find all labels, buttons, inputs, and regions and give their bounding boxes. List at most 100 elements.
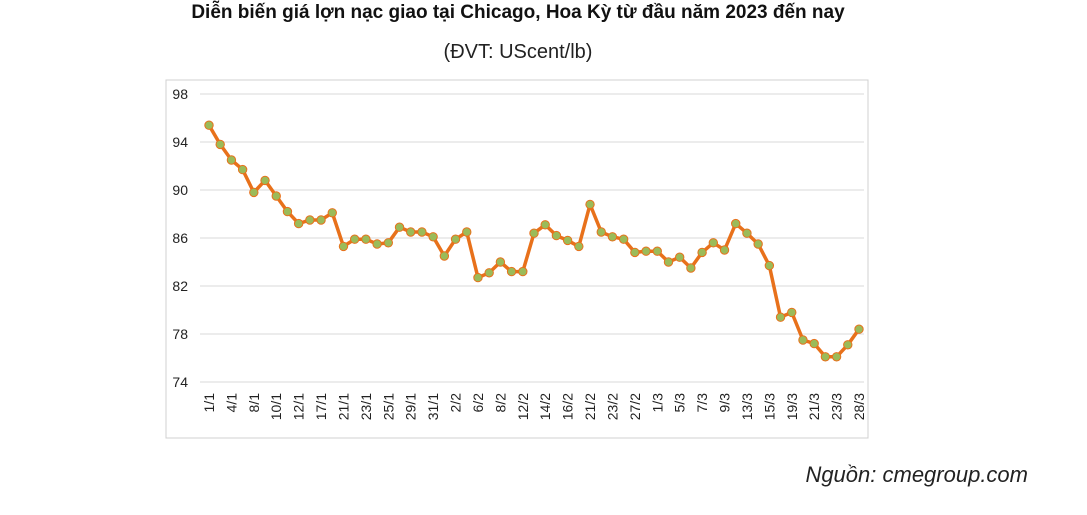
- marker: [439, 251, 450, 261]
- x-tick-label: 21/3: [806, 393, 822, 420]
- x-tick-label: 23/3: [829, 393, 845, 420]
- marker: [327, 208, 337, 218]
- x-tick-label: 7/3: [694, 393, 710, 413]
- marker: [428, 232, 438, 242]
- x-tick-label: 1/3: [649, 393, 665, 413]
- marker: [585, 199, 595, 210]
- y-tick-label: 90: [172, 182, 188, 198]
- x-tick-label: 23/1: [358, 393, 374, 420]
- marker: [237, 164, 248, 175]
- x-tick-label: 21/2: [582, 393, 598, 420]
- source: Nguồn: cmegroup.com: [805, 462, 1028, 487]
- marker: [417, 227, 427, 237]
- marker: [764, 260, 775, 271]
- x-tick-label: 28/3: [851, 393, 867, 420]
- marker: [787, 307, 797, 318]
- marker: [406, 227, 416, 237]
- marker: [809, 338, 819, 349]
- marker: [843, 340, 853, 350]
- y-tick-label: 74: [172, 374, 188, 390]
- marker: [316, 215, 326, 225]
- marker: [607, 232, 618, 242]
- y-tick-label: 94: [172, 134, 188, 150]
- marker: [383, 238, 394, 248]
- marker: [641, 246, 651, 256]
- marker: [831, 352, 842, 362]
- marker: [731, 218, 741, 229]
- x-tick-label: 15/3: [761, 393, 777, 420]
- marker: [473, 272, 483, 283]
- x-tick-label: 2/2: [448, 393, 464, 413]
- marker: [686, 263, 696, 273]
- marker: [349, 234, 360, 244]
- y-tick-label: 82: [172, 278, 188, 294]
- x-tick-label: 31/1: [425, 393, 441, 420]
- marker: [742, 228, 752, 238]
- marker: [361, 234, 371, 244]
- x-tick-label: 8/1: [246, 393, 262, 413]
- marker: [506, 266, 517, 277]
- x-tick-label: 27/2: [627, 393, 643, 420]
- marker: [293, 218, 304, 229]
- marker: [820, 352, 831, 362]
- y-tick-label: 78: [172, 326, 188, 342]
- marker: [663, 257, 674, 267]
- x-tick-label: 19/3: [784, 393, 800, 420]
- marker: [574, 241, 584, 252]
- marker: [618, 234, 629, 244]
- marker: [540, 220, 550, 230]
- y-tick-label: 86: [172, 230, 188, 246]
- marker: [215, 139, 225, 150]
- marker: [484, 268, 494, 278]
- x-tick-label: 12/2: [515, 393, 531, 420]
- marker: [394, 222, 405, 232]
- marker: [652, 246, 662, 256]
- x-tick-label: 8/2: [492, 393, 508, 413]
- marker: [495, 257, 506, 267]
- x-tick-label: 14/2: [537, 393, 553, 420]
- marker: [260, 175, 270, 186]
- marker: [518, 266, 528, 277]
- marker: [282, 206, 293, 217]
- x-tick-label: 17/1: [313, 393, 329, 420]
- x-tick-label: 25/1: [380, 393, 396, 420]
- marker: [338, 241, 349, 252]
- marker: [271, 191, 281, 201]
- x-tick-label: 1/1: [201, 393, 217, 413]
- marker: [630, 247, 640, 258]
- x-tick-label: 5/3: [672, 393, 688, 413]
- chart-subtitle: (ĐVT: UScent/lb): [444, 41, 593, 63]
- marker: [674, 252, 685, 262]
- marker: [798, 335, 808, 345]
- x-tick-label: 12/1: [291, 393, 307, 420]
- x-tick-label: 21/1: [335, 393, 351, 420]
- marker: [450, 234, 461, 244]
- marker: [305, 215, 315, 225]
- marker: [372, 239, 382, 249]
- plot-frame: [165, 79, 869, 439]
- marker: [204, 120, 214, 130]
- marker: [697, 247, 707, 258]
- marker: [753, 239, 763, 249]
- x-tick-label: 9/3: [717, 393, 733, 413]
- x-tick-label: 13/3: [739, 393, 755, 420]
- marker: [775, 312, 786, 322]
- marker: [596, 227, 606, 237]
- marker: [529, 228, 539, 238]
- marker: [249, 187, 259, 198]
- chart-title: Diễn biến giá lợn nạc giao tại Chicago, …: [191, 1, 845, 23]
- marker: [719, 245, 730, 255]
- marker: [226, 155, 237, 165]
- marker: [708, 238, 719, 248]
- x-tick-label: 4/1: [223, 393, 239, 413]
- x-tick-label: 16/2: [560, 393, 576, 420]
- x-tick-label: 23/2: [604, 393, 620, 420]
- x-tick-label: 29/1: [403, 393, 419, 420]
- marker: [462, 227, 472, 237]
- marker: [562, 235, 573, 246]
- y-tick-label: 98: [172, 86, 188, 102]
- marker: [854, 324, 864, 334]
- x-tick-label: 6/2: [470, 393, 486, 413]
- marker: [551, 230, 562, 241]
